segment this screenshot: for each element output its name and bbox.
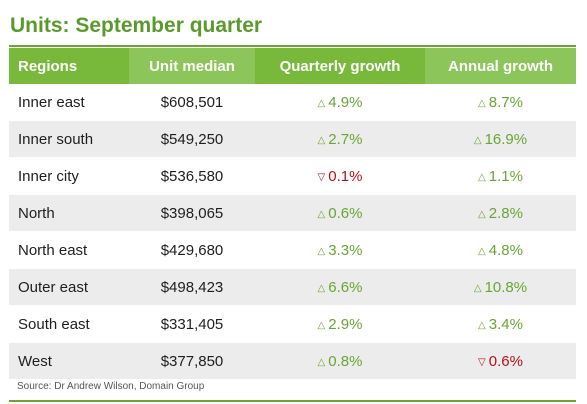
growth-value: 2.9% bbox=[328, 315, 363, 333]
cell-quarterly-growth: ▽ 0.1% bbox=[255, 158, 425, 195]
table-body: Inner east $608,501 △ 4.9% △ 8.7% Inner south $… bbox=[9, 84, 576, 380]
triangle-up-icon: △ bbox=[478, 208, 486, 220]
growth-value: 2.7% bbox=[328, 130, 363, 148]
growth-value: 4.9% bbox=[328, 93, 363, 111]
cell-annual-growth: △ 16.9% bbox=[425, 121, 576, 158]
header-annual-growth: Annual growth bbox=[425, 48, 576, 84]
cell-region: Inner south bbox=[9, 121, 129, 158]
cell-unit-median: $377,850 bbox=[129, 343, 255, 380]
cell-unit-median: $549,250 bbox=[129, 121, 255, 158]
triangle-up-icon: △ bbox=[317, 245, 326, 257]
growth-value: 0.8% bbox=[328, 352, 363, 370]
triangle-down-icon: ▽ bbox=[478, 356, 486, 368]
cell-quarterly-growth: △ 0.8% bbox=[255, 343, 425, 380]
cell-unit-median: $331,405 bbox=[129, 306, 255, 343]
growth-value: 2.8% bbox=[488, 204, 523, 222]
cell-unit-median: $498,423 bbox=[129, 269, 255, 306]
bottom-rule bbox=[9, 400, 576, 402]
cell-quarterly-growth: △ 2.7% bbox=[255, 121, 425, 158]
triangle-up-icon: △ bbox=[317, 282, 326, 294]
table-row: West $377,850 △ 0.8% ▽ 0.6% bbox=[9, 343, 576, 380]
cell-quarterly-growth: △ 2.9% bbox=[255, 306, 425, 343]
chart-title: Units: September quarter bbox=[10, 14, 263, 37]
cell-annual-growth: △ 8.7% bbox=[425, 84, 576, 121]
triangle-up-icon: △ bbox=[478, 97, 486, 109]
header-unit-median: Unit median bbox=[129, 48, 255, 84]
growth-value: 4.8% bbox=[488, 241, 523, 259]
table-row: North $398,065 △ 0.6% △ 2.8% bbox=[9, 195, 576, 232]
table-row: North east $429,680 △ 3.3% △ 4.8% bbox=[9, 232, 576, 269]
cell-annual-growth: △ 10.8% bbox=[425, 269, 576, 306]
cell-unit-median: $429,680 bbox=[129, 232, 255, 269]
growth-value: 0.6% bbox=[328, 204, 363, 222]
cell-region: Inner east bbox=[9, 84, 129, 121]
triangle-up-icon: △ bbox=[317, 134, 326, 146]
cell-unit-median: $608,501 bbox=[129, 84, 255, 121]
cell-region: Outer east bbox=[9, 269, 129, 306]
table-row: Inner east $608,501 △ 4.9% △ 8.7% bbox=[9, 84, 576, 121]
table-row: South east $331,405 △ 2.9% △ 3.4% bbox=[9, 306, 576, 343]
cell-annual-growth: ▽ 0.6% bbox=[425, 343, 576, 380]
triangle-down-icon: ▽ bbox=[317, 171, 326, 183]
table-row: Outer east $498,423 △ 6.6% △ 10.8% bbox=[9, 269, 576, 306]
growth-value: 8.7% bbox=[488, 93, 523, 111]
header-row: Regions Unit median Quarterly growth Ann… bbox=[9, 48, 576, 84]
cell-unit-median: $536,580 bbox=[129, 158, 255, 195]
triangle-up-icon: △ bbox=[317, 208, 326, 220]
triangle-up-icon: △ bbox=[478, 245, 486, 257]
cell-region: North bbox=[9, 195, 129, 232]
table-row: Inner city $536,580 ▽ 0.1% △ 1.1% bbox=[9, 158, 576, 195]
growth-value: 3.3% bbox=[328, 241, 363, 259]
table-row: Inner south $549,250 △ 2.7% △ 16.9% bbox=[9, 121, 576, 158]
header-quarterly-growth: Quarterly growth bbox=[255, 48, 425, 84]
cell-region: West bbox=[9, 343, 129, 380]
growth-value: 0.6% bbox=[488, 352, 523, 370]
cell-annual-growth: △ 4.8% bbox=[425, 232, 576, 269]
cell-region: Inner city bbox=[9, 158, 129, 195]
triangle-up-icon: △ bbox=[473, 134, 482, 146]
growth-value: 10.8% bbox=[484, 278, 528, 296]
growth-value: 6.6% bbox=[328, 278, 363, 296]
triangle-up-icon: △ bbox=[317, 356, 326, 368]
cell-annual-growth: △ 1.1% bbox=[425, 158, 576, 195]
source-note: Source: Dr Andrew Wilson, Domain Group bbox=[17, 381, 205, 392]
cell-quarterly-growth: △ 0.6% bbox=[255, 195, 425, 232]
cell-annual-growth: △ 3.4% bbox=[425, 306, 576, 343]
cell-annual-growth: △ 2.8% bbox=[425, 195, 576, 232]
units-table: Regions Unit median Quarterly growth Ann… bbox=[9, 48, 576, 380]
cell-quarterly-growth: △ 3.3% bbox=[255, 232, 425, 269]
growth-value: 0.1% bbox=[328, 167, 363, 185]
triangle-up-icon: △ bbox=[317, 319, 326, 331]
growth-value: 1.1% bbox=[488, 167, 523, 185]
triangle-up-icon: △ bbox=[478, 171, 486, 183]
growth-value: 16.9% bbox=[484, 130, 528, 148]
growth-value: 3.4% bbox=[488, 315, 523, 333]
cell-region: South east bbox=[9, 306, 129, 343]
cell-quarterly-growth: △ 6.6% bbox=[255, 269, 425, 306]
cell-unit-median: $398,065 bbox=[129, 195, 255, 232]
cell-quarterly-growth: △ 4.9% bbox=[255, 84, 425, 121]
triangle-up-icon: △ bbox=[478, 319, 486, 331]
triangle-up-icon: △ bbox=[317, 97, 326, 109]
triangle-up-icon: △ bbox=[473, 282, 482, 294]
cell-region: North east bbox=[9, 232, 129, 269]
top-rule bbox=[9, 45, 576, 47]
header-regions: Regions bbox=[9, 48, 129, 84]
